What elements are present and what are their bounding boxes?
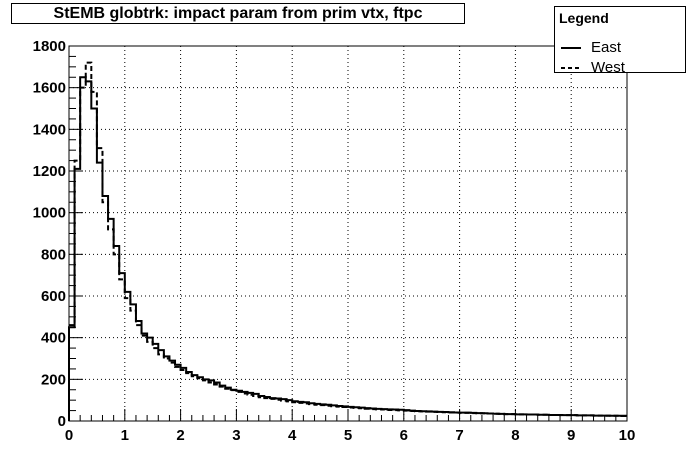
x-tick-label: 8 [511, 427, 519, 444]
y-tick-label: 1400 [33, 121, 66, 138]
legend-title: Legend [559, 10, 609, 26]
x-tick-label: 6 [400, 427, 408, 444]
legend-swatch-west [561, 67, 581, 69]
y-tick-label: 600 [41, 288, 66, 305]
legend-label-west: West [591, 59, 625, 76]
series-west-line [68, 61, 627, 421]
legend-swatch-east [561, 47, 581, 49]
x-tick-label: 0 [65, 427, 73, 444]
y-tick-label: 200 [41, 371, 66, 388]
x-tick-label: 9 [567, 427, 575, 444]
legend: Legend East West [554, 6, 686, 76]
legend-entry-west: West [559, 59, 679, 77]
y-tick-label: 800 [41, 246, 66, 263]
x-tick-label: 7 [455, 427, 463, 444]
y-tick-label: 1200 [33, 163, 66, 180]
legend-entry-east: East [559, 39, 679, 57]
y-tick-label: 1000 [33, 205, 66, 222]
y-tick-label: 1800 [33, 38, 66, 55]
x-tick-label: 10 [619, 427, 636, 444]
x-tick-label: 3 [232, 427, 240, 444]
y-tick-label: 400 [41, 330, 66, 347]
legend-label-east: East [591, 39, 622, 56]
y-tick-label: 0 [58, 413, 66, 430]
x-tick-label: 5 [344, 427, 352, 444]
x-tick-label: 1 [121, 427, 129, 444]
y-tick-label: 1600 [33, 80, 66, 97]
chart-title: StEMB globtrk: impact param from prim vt… [11, 3, 465, 24]
x-tick-label: 2 [176, 427, 184, 444]
x-tick-label: 4 [288, 427, 297, 444]
